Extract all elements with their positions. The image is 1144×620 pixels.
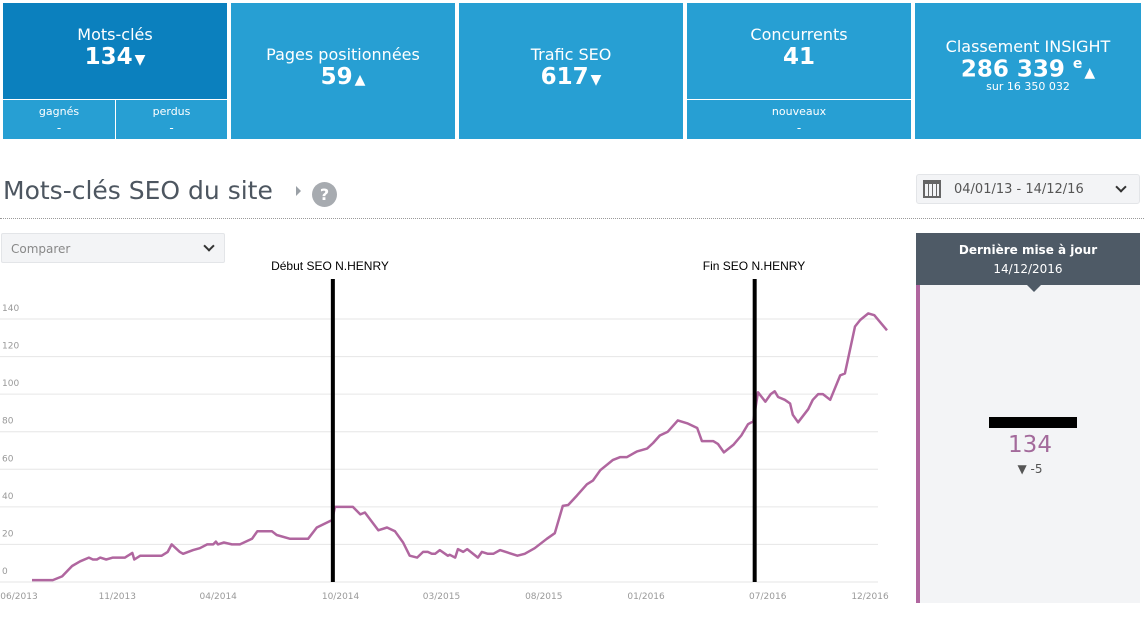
panel-delta: ▼ -5 xyxy=(916,462,1144,476)
panel-pointer xyxy=(1027,285,1041,292)
kpi-pages-positionnees[interactable]: Pages positionnées 59 ▲ xyxy=(231,3,455,139)
x-tick-label: 06/2013 xyxy=(0,592,37,602)
kpi-label: Classement INSIGHT xyxy=(945,37,1111,56)
trend-up-icon: ▲ xyxy=(1084,64,1096,81)
x-tick-label: 11/2013 xyxy=(99,592,136,602)
kpi-value: 617 xyxy=(540,64,589,90)
kpi-value: 286 339 xyxy=(960,56,1065,83)
x-tick-label: 07/2016 xyxy=(749,592,787,602)
kpi-label: Pages positionnées xyxy=(266,45,420,64)
gagnes-value: - xyxy=(56,121,62,135)
kpi-nouveaux[interactable]: nouveaux - xyxy=(687,99,911,139)
x-tick-label: 10/2014 xyxy=(322,592,360,602)
rank-suffix: e xyxy=(1072,56,1083,72)
last-update-header: Dernière mise à jour 14/12/2016 xyxy=(916,233,1140,285)
calendar-icon xyxy=(923,180,941,198)
x-tick-label: 04/2014 xyxy=(200,592,238,602)
y-tick-label: 0 xyxy=(2,567,8,577)
kpi-label: Trafic SEO xyxy=(530,45,612,64)
annotation-end-label: Fin SEO N.HENRY xyxy=(702,259,806,273)
delta-value: -5 xyxy=(1030,462,1043,476)
annotation-start-label: Début SEO N.HENRY xyxy=(271,259,389,273)
gagnes-label: gagnés xyxy=(38,105,80,118)
date-range-picker[interactable]: 04/01/13 - 14/12/16 xyxy=(916,174,1140,204)
compare-placeholder: Comparer xyxy=(11,242,71,256)
trend-down-icon: ▼ xyxy=(590,72,602,88)
nouveaux-value: - xyxy=(796,121,802,135)
page-title: Mots-clés SEO du site xyxy=(3,176,273,205)
kpi-concurrents[interactable]: Concurrents 41 nouveaux - xyxy=(687,3,911,139)
x-tick-label: 03/2015 xyxy=(423,592,460,602)
x-tick-label: 12/2016 xyxy=(851,592,889,602)
kpi-trafic-seo[interactable]: Trafic SEO 617 ▼ xyxy=(459,3,683,139)
kpi-value: 41 xyxy=(782,44,815,70)
summary-panel xyxy=(916,285,1140,603)
chevron-down-icon xyxy=(1115,181,1127,193)
kpi-label: Concurrents xyxy=(750,25,848,44)
last-update-date: 14/12/2016 xyxy=(993,262,1063,276)
y-tick-label: 40 xyxy=(2,492,14,502)
perdus-value: - xyxy=(169,121,174,135)
kpi-sub: sur 16 350 032 xyxy=(986,79,1070,93)
last-update-label: Dernière mise à jour xyxy=(958,243,1098,257)
panel-value: 134 xyxy=(1008,432,1052,458)
y-tick-label: 120 xyxy=(2,342,19,352)
y-tick-label: 60 xyxy=(2,454,14,464)
divider xyxy=(0,218,1144,219)
x-tick-label: 01/2016 xyxy=(627,592,665,602)
compare-select[interactable]: Comparer xyxy=(1,233,225,263)
chevron-right-icon[interactable] xyxy=(296,186,301,196)
trend-up-icon: ▲ xyxy=(354,72,366,88)
date-range-value: 04/01/13 - 14/12/16 xyxy=(954,182,1084,197)
keywords-chart: 0 20 40 60 80 100 120 140 06/2013 11/2013 04/2014 1… xyxy=(0,279,889,602)
kpi-mots-cles[interactable]: Mots-clés 134 ▼ gagnés - perdus - xyxy=(3,3,227,139)
kpi-mots-cles-main[interactable]: Mots-clés 134 ▼ xyxy=(3,3,227,99)
kpi-classement-insight[interactable]: Classement INSIGHT 286 339 e▲ sur 16 350… xyxy=(915,3,1141,139)
nouveaux-label: nouveaux xyxy=(771,105,827,118)
redaction-bar xyxy=(989,417,1077,428)
x-tick-label: 08/2015 xyxy=(525,592,562,602)
kpi-value: 59 xyxy=(320,64,353,90)
perdus-label: perdus xyxy=(152,105,191,118)
help-icon[interactable]: ? xyxy=(312,182,337,207)
y-tick-label: 80 xyxy=(2,417,14,427)
kpi-value: 134 xyxy=(84,44,133,70)
kpi-label: Mots-clés xyxy=(77,25,153,44)
trend-down-icon: ▼ xyxy=(134,52,146,68)
y-tick-label: 100 xyxy=(2,379,19,389)
y-tick-label: 140 xyxy=(2,304,19,314)
kpi-gagnes[interactable]: gagnés - xyxy=(3,99,115,139)
series-line xyxy=(32,312,888,582)
y-tick-label: 20 xyxy=(2,529,14,539)
kpi-perdus[interactable]: perdus - xyxy=(115,99,227,139)
trend-down-icon: ▼ xyxy=(1017,462,1027,476)
